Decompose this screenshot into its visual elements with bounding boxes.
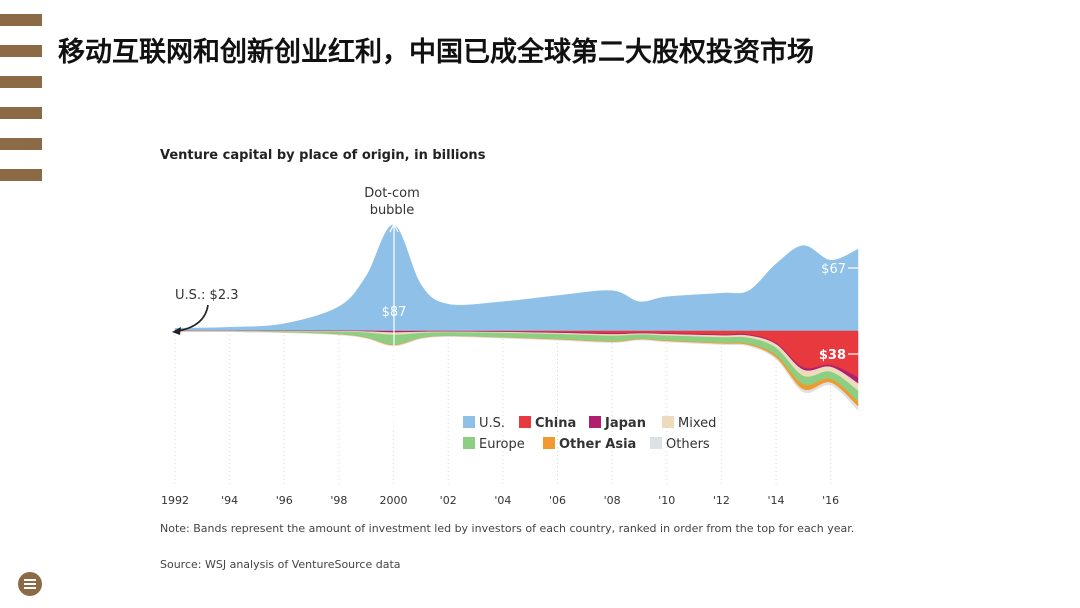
x-tick-label: '12 — [713, 494, 730, 507]
stripe — [0, 14, 42, 26]
chart-annotations: U.S.: $2.3 Dot-com bubble $87 $67 $38 — [172, 186, 858, 429]
x-tick-label: '16 — [822, 494, 839, 507]
us-annotation-arrowhead — [172, 327, 181, 335]
legend-swatch-us — [463, 416, 475, 428]
stripe — [0, 76, 42, 88]
legend-swatch-china — [519, 416, 531, 428]
china-latest-value-label: $38 — [819, 348, 846, 363]
band-u-s- — [174, 224, 859, 332]
legend-swatch-others — [650, 437, 662, 449]
x-tick-label: '04 — [494, 494, 511, 507]
page-title: 移动互联网和创新创业红利，中国已成全球第二大股权投资市场 — [58, 37, 814, 68]
dotcom-label-line1: Dot-com — [364, 186, 420, 201]
legend-label-mixed: Mixed — [678, 416, 716, 431]
x-tick-label: '94 — [221, 494, 238, 507]
stripe — [0, 138, 42, 150]
x-tick-label: '06 — [549, 494, 566, 507]
legend-swatch-other-asia — [543, 437, 555, 449]
x-tick-label: '98 — [330, 494, 347, 507]
x-tick-label: '08 — [604, 494, 621, 507]
legend-label-us: U.S. — [479, 416, 505, 431]
x-tick-label: 1992 — [161, 494, 189, 507]
us-annotation-arrow — [177, 304, 209, 332]
x-tick-label: '02 — [440, 494, 457, 507]
chart-note: Note: Bands represent the amount of inve… — [160, 522, 855, 535]
legend-swatch-mixed — [662, 416, 674, 428]
stripe — [0, 169, 42, 181]
legend-label-other-asia: Other Asia — [559, 437, 636, 452]
stripe — [0, 45, 42, 57]
us-latest-value-label: $67 — [821, 262, 846, 277]
x-tick-label: '10 — [658, 494, 675, 507]
legend-label-japan: Japan — [604, 416, 646, 431]
band-others — [174, 331, 859, 411]
x-tick-label: '96 — [276, 494, 293, 507]
legend-label-others: Others — [666, 437, 710, 452]
decorative-stripes — [0, 14, 42, 200]
chart-source: Source: WSJ analysis of VentureSource da… — [160, 558, 401, 571]
x-tick-label: '14 — [768, 494, 785, 507]
us-peak-value-label: $87 — [382, 305, 407, 320]
band-europe — [174, 330, 859, 403]
stripe — [0, 107, 42, 119]
dotcom-arrow-top — [389, 222, 399, 233]
chart-title: Venture capital by place of origin, in b… — [160, 148, 486, 163]
us-start-label: U.S.: $2.3 — [175, 288, 239, 303]
x-tick-label: 2000 — [380, 494, 408, 507]
legend-swatch-japan — [589, 416, 601, 428]
logo-icon — [18, 572, 42, 596]
legend-label-europe: Europe — [479, 437, 525, 452]
dotcom-arrow-bottom — [389, 418, 399, 429]
x-axis-ticks: 1992 '94 '96 '98 2000 '02 '04 '06 '08 '10 '12 '14 '1… — [161, 494, 839, 507]
legend-label-china: China — [535, 416, 576, 431]
stream-bands — [174, 224, 859, 411]
dotcom-label-line2: bubble — [370, 203, 415, 218]
year-gridlines — [174, 335, 832, 486]
chart-legend: U.S. China Japan Mixed Europe Other Asia… — [463, 416, 716, 452]
legend-swatch-europe — [463, 437, 475, 449]
